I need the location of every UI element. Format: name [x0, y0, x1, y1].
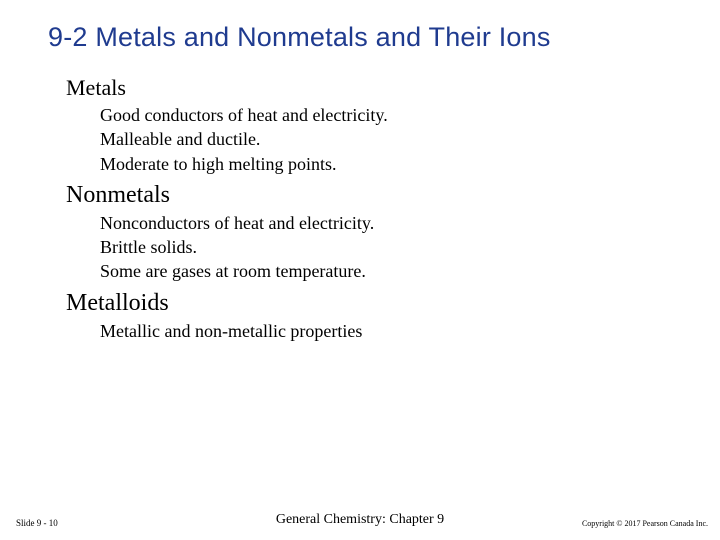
bullet-item: Malleable and ductile. — [100, 127, 682, 151]
bullet-block: Good conductors of heat and electricity.… — [100, 103, 682, 176]
slide-title: 9-2 Metals and Nonmetals and Their Ions — [48, 22, 682, 53]
section-metals: Metals Good conductors of heat and elect… — [48, 75, 682, 176]
section-nonmetals: Nonmetals Nonconductors of heat and elec… — [48, 182, 682, 284]
bullet-item: Nonconductors of heat and electricity. — [100, 211, 682, 235]
section-heading: Metals — [66, 75, 682, 101]
section-heading: Metalloids — [66, 290, 682, 317]
slide-container: 9-2 Metals and Nonmetals and Their Ions … — [0, 0, 720, 540]
bullet-item: Brittle solids. — [100, 235, 682, 259]
bullet-block: Nonconductors of heat and electricity. B… — [100, 211, 682, 284]
bullet-block: Metallic and non-metallic properties — [100, 319, 682, 343]
section-heading: Nonmetals — [66, 182, 682, 209]
bullet-item: Moderate to high melting points. — [100, 152, 682, 176]
bullet-item: Some are gases at room temperature. — [100, 259, 682, 283]
section-metalloids: Metalloids Metallic and non-metallic pro… — [48, 290, 682, 343]
copyright-text: Copyright © 2017 Pearson Canada Inc. — [582, 519, 708, 528]
bullet-item: Good conductors of heat and electricity. — [100, 103, 682, 127]
bullet-item: Metallic and non-metallic properties — [100, 319, 682, 343]
